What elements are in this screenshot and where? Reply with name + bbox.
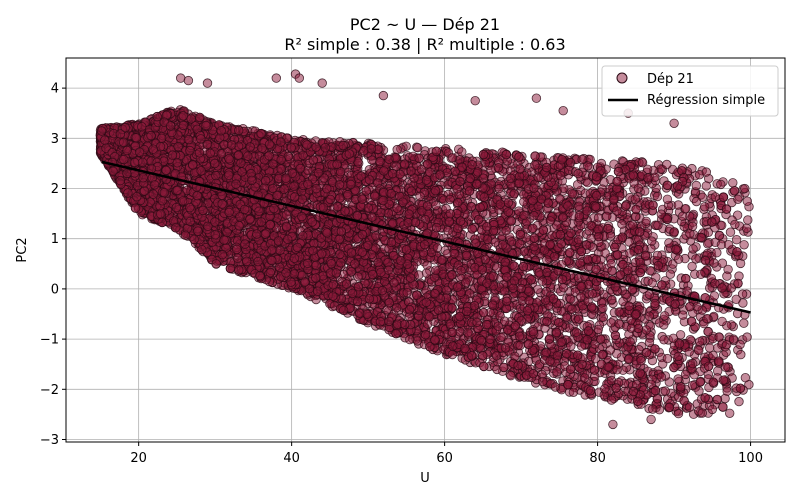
- scatter-point: [701, 181, 712, 191]
- scatter-point: [725, 227, 736, 237]
- scatter-point: [739, 318, 749, 328]
- scatter-point: [742, 196, 753, 206]
- scatter-point: [625, 248, 635, 258]
- scatter-point: [734, 396, 744, 407]
- scatter-point: [739, 240, 749, 250]
- scatter-point: [722, 386, 732, 396]
- scatter-point: [733, 194, 743, 205]
- scatter-point: [731, 234, 742, 245]
- scatter-point: [572, 179, 583, 190]
- chart-title: PC2 ~ U — Dép 21: [350, 15, 500, 34]
- scatter-point: [641, 325, 652, 335]
- scatter-point: [598, 312, 609, 322]
- scatter-point: [558, 283, 569, 293]
- scatter-point: [728, 178, 738, 188]
- chart-subtitle: R² simple : 0.38 | R² multiple : 0.63: [284, 35, 565, 54]
- scatter-points: [95, 69, 754, 430]
- scatter-point: [413, 142, 423, 153]
- scatter-point: [652, 191, 663, 202]
- scatter-point: [736, 349, 746, 360]
